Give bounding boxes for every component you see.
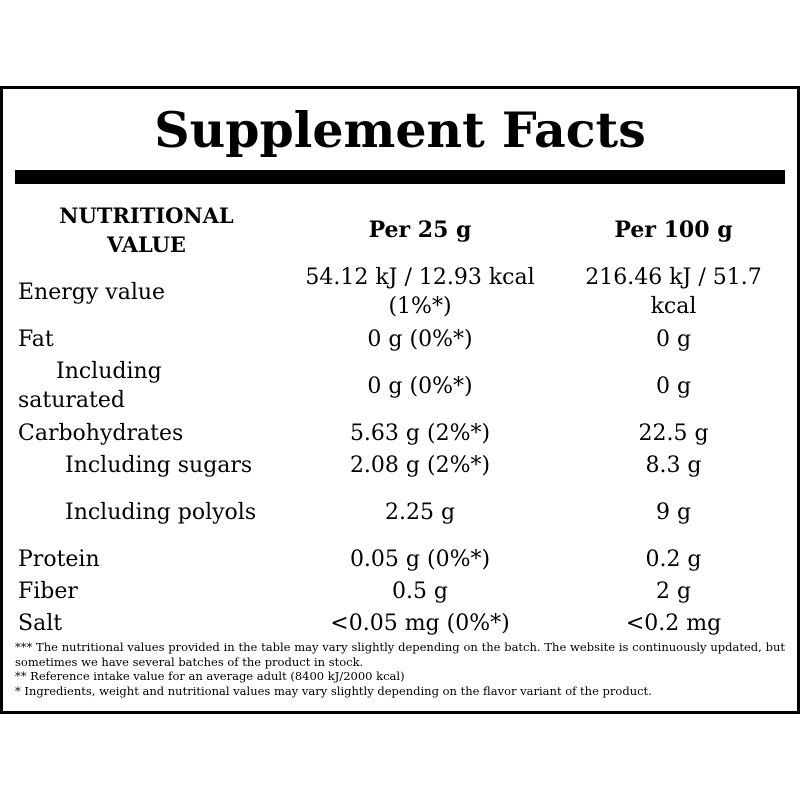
nutrient-value: 0.2 g <box>645 546 702 572</box>
nutrient-value: 0 g (0%*) <box>367 326 473 352</box>
nutrient-name: Including polyols <box>65 499 257 525</box>
nutrient-value: 22.5 g <box>638 420 709 446</box>
table-row: Fiber 0.5 g 2 g <box>18 575 782 607</box>
table-row: Carbohydrates 5.63 g (2%*) 22.5 g <box>18 417 782 449</box>
table-row: Energy value 54.12 kJ / 12.93 kcal (1%*) 2… <box>18 261 782 323</box>
footnote: * Ingredients, weight and nutritional va… <box>15 683 652 698</box>
nutrient-value: 216.46 kJ / 51.7 kcal <box>585 265 762 319</box>
divider-bar <box>15 170 785 184</box>
header-row: NUTRITIONAL VALUE Per 25 g Per 100 g <box>18 200 782 260</box>
table-row: Including sugars 2.08 g (2%*) 8.3 g <box>18 449 782 481</box>
nutrient-name: Protein <box>18 546 100 572</box>
nutrient-name: Fat <box>18 326 54 352</box>
nutrient-name: Salt <box>18 610 63 636</box>
nutrient-value: 0 g (0%*) <box>367 373 473 399</box>
footnote: ** Reference intake value for an average… <box>15 669 405 683</box>
nutrient-value: 0 g <box>655 373 692 399</box>
nutrient-value: 8.3 g <box>645 452 702 478</box>
header-cell: Per 100 g <box>614 216 733 243</box>
footnote: *** The nutritional values provided in t… <box>15 640 785 669</box>
nutrient-name: Carbohydrates <box>18 420 184 446</box>
nutrient-value: 2 g <box>655 578 692 604</box>
title: Supplement Facts <box>154 101 646 159</box>
nutrient-value: 54.12 kJ / 12.93 kcal (1%*) <box>305 265 535 319</box>
nutrient-value: 5.63 g (2%*) <box>349 420 491 446</box>
table-row: Including saturated 0 g (0%*) 0 g <box>18 355 782 417</box>
table-row: Including polyols 2.25 g 9 g <box>18 481 782 543</box>
nutrient-value: 0 g <box>655 326 692 352</box>
table-row: Protein 0.05 g (0%*) 0.2 g <box>18 543 782 575</box>
nutrient-value: <0.2 mg <box>625 610 722 636</box>
nutrient-value: 2.25 g <box>384 499 456 525</box>
label-border <box>0 86 800 714</box>
footnotes: *** The nutritional values provided in t… <box>15 640 785 698</box>
nutrient-value: 2.08 g (2%*) <box>349 452 491 478</box>
nutrient-name: Fiber <box>18 578 78 604</box>
nutrient-value: 0.5 g <box>391 578 449 604</box>
table-row: Fat 0 g (0%*) 0 g <box>18 323 782 355</box>
nutrient-name: Energy value <box>18 279 166 305</box>
header-cell: Per 25 g <box>368 216 472 243</box>
nutrient-name: Including saturated <box>18 359 162 413</box>
nutrient-value: <0.05 mg (0%*) <box>330 610 510 636</box>
nutrient-value: 0.05 g (0%*) <box>349 546 491 572</box>
nutrient-value: 9 g <box>655 499 692 525</box>
nutrient-name: Including sugars <box>65 452 253 478</box>
table-row: Salt <0.05 mg (0%*) <0.2 mg <box>18 607 782 639</box>
header-cell: NUTRITIONAL VALUE <box>59 203 234 257</box>
